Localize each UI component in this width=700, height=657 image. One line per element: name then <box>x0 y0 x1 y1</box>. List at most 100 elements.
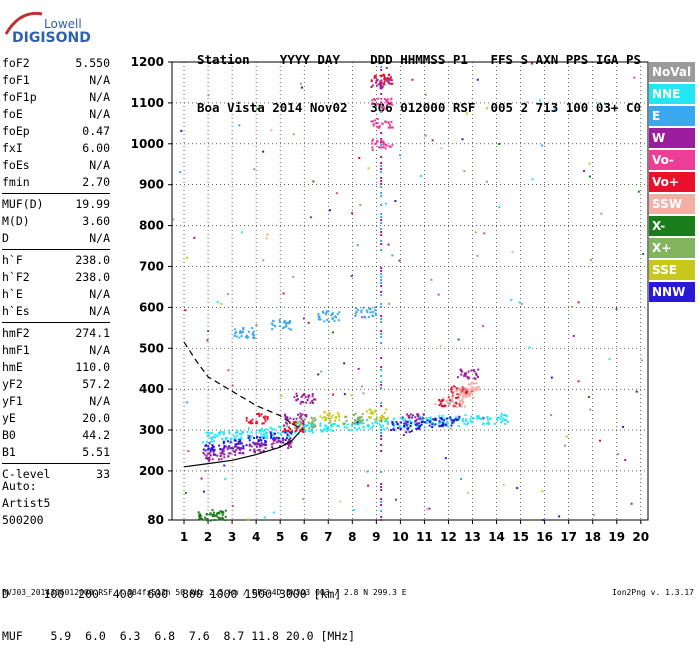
echo-point <box>438 404 441 407</box>
param-value: 274.1 <box>75 326 110 340</box>
noise-point <box>437 293 440 296</box>
echo-point <box>384 147 387 150</box>
echo-point <box>236 446 239 449</box>
y-tick-label: 500 <box>139 341 164 355</box>
noise-point <box>461 138 464 141</box>
x-tick-label: 3 <box>228 530 236 544</box>
echo-point <box>451 418 454 421</box>
echo-point <box>385 99 388 102</box>
echo-point <box>226 440 229 443</box>
param-name: h`F <box>2 253 23 267</box>
echo-point <box>360 422 363 425</box>
echo-point <box>421 420 424 423</box>
param-row: foEs N/A <box>2 157 110 174</box>
echo-point <box>308 394 311 397</box>
echo-point <box>311 428 314 431</box>
echo-point <box>390 120 393 123</box>
echo-point <box>411 421 414 424</box>
echo-point <box>447 421 450 424</box>
echo-point <box>389 146 392 149</box>
echo-point <box>250 431 253 434</box>
noise-point <box>577 380 580 383</box>
echo-point <box>311 401 314 404</box>
echo-point <box>228 445 231 448</box>
noise-point <box>589 258 592 261</box>
artist-line-2: Artist5 <box>2 496 51 510</box>
param-name: foEs <box>2 158 30 172</box>
echo-point <box>442 422 445 425</box>
noise-point <box>600 212 603 215</box>
echo-point <box>441 418 444 421</box>
echo-point <box>464 387 467 390</box>
echo-point <box>466 390 469 393</box>
distance-row: D 100 200 400 600 800 1000 1500 3000 [km… <box>2 587 342 601</box>
echo-point <box>259 438 262 441</box>
echo-point <box>365 410 368 413</box>
echo-point <box>284 429 287 432</box>
noise-point <box>256 107 259 110</box>
echo-point <box>388 145 391 148</box>
echo-point <box>302 421 305 424</box>
echo-point <box>300 415 303 418</box>
echo-point <box>229 441 232 444</box>
echo-point <box>304 414 307 417</box>
echo-point <box>384 417 387 420</box>
echo-point <box>343 425 346 428</box>
echo-point <box>372 138 375 141</box>
echo-point <box>461 370 464 373</box>
echo-point <box>414 420 417 423</box>
y-tick-label: 80 <box>147 513 164 527</box>
echo-point <box>429 418 432 421</box>
echo-point <box>284 431 287 434</box>
echo-point <box>457 376 460 379</box>
echo-point <box>250 420 253 423</box>
echo-point <box>386 103 389 106</box>
echo-point <box>302 425 305 428</box>
legend-item-sse: SSE <box>649 260 695 280</box>
param-value: 0.47 <box>82 124 110 138</box>
echo-point <box>455 387 458 390</box>
echo-point <box>393 417 396 420</box>
echo-point <box>393 423 396 426</box>
echo-point <box>334 419 337 422</box>
noise-point <box>550 376 553 379</box>
echo-point <box>499 417 502 420</box>
echo-point <box>272 434 275 437</box>
echo-point <box>295 429 298 432</box>
echo-point <box>311 399 314 402</box>
interference-mark <box>380 375 383 377</box>
echo-point <box>295 417 298 420</box>
echo-point <box>209 519 212 522</box>
echo-point <box>381 424 384 427</box>
interference-mark <box>380 420 383 422</box>
echo-point <box>301 430 304 433</box>
echo-point <box>327 310 330 313</box>
noise-point <box>309 216 312 219</box>
echo-point <box>286 422 289 425</box>
echo-point <box>285 325 288 328</box>
echo-point <box>379 80 382 83</box>
echo-point <box>447 396 450 399</box>
echo-point <box>382 416 385 419</box>
echo-point <box>377 146 380 149</box>
echo-point <box>381 146 384 149</box>
echo-point <box>302 394 305 397</box>
echo-point <box>203 453 206 456</box>
echo-point <box>252 441 255 444</box>
param-value: N/A <box>89 73 110 87</box>
echo-point <box>354 314 357 317</box>
echo-point <box>306 424 309 427</box>
echo-point <box>287 444 290 447</box>
param-name: foF2 <box>2 56 30 70</box>
interference-mark <box>380 342 383 344</box>
echo-point <box>320 429 323 432</box>
echo-point <box>471 385 474 388</box>
echo-point <box>253 442 256 445</box>
interference-mark <box>380 321 383 323</box>
noise-point <box>332 331 335 334</box>
echo-point <box>223 445 226 448</box>
echo-point <box>371 101 374 104</box>
echo-point <box>445 421 448 424</box>
echo-point <box>232 447 235 450</box>
echo-point <box>360 419 363 422</box>
